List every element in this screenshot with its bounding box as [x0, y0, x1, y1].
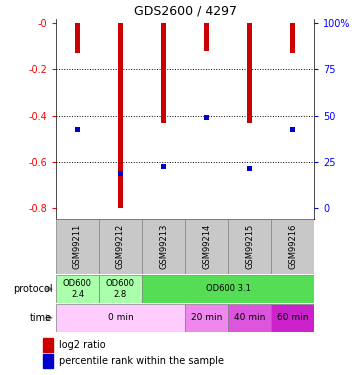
- Bar: [142, 275, 314, 303]
- Bar: [142, 219, 185, 274]
- Text: GSM99212: GSM99212: [116, 224, 125, 269]
- Text: GSM99215: GSM99215: [245, 224, 254, 269]
- Text: protocol: protocol: [13, 284, 52, 294]
- Bar: [290, 23, 295, 53]
- Bar: [161, 164, 166, 169]
- Bar: [56, 304, 185, 332]
- Text: time: time: [30, 313, 52, 323]
- Bar: [228, 219, 271, 274]
- Text: GSM99213: GSM99213: [159, 224, 168, 269]
- Bar: [118, 23, 123, 208]
- Text: GSM99216: GSM99216: [288, 224, 297, 269]
- Bar: [118, 171, 123, 176]
- Bar: [204, 116, 209, 120]
- Bar: [43, 338, 53, 352]
- Bar: [56, 219, 99, 274]
- Bar: [161, 23, 166, 123]
- Text: GSM99214: GSM99214: [202, 224, 211, 269]
- Bar: [43, 354, 53, 368]
- Bar: [75, 127, 80, 132]
- Text: GSM99211: GSM99211: [73, 224, 82, 269]
- Bar: [99, 219, 142, 274]
- Bar: [271, 219, 314, 274]
- Text: 60 min: 60 min: [277, 314, 308, 322]
- Bar: [290, 127, 295, 132]
- Bar: [247, 166, 252, 171]
- Text: OD600
2.4: OD600 2.4: [63, 279, 92, 298]
- Bar: [99, 275, 142, 303]
- Text: OD600 3.1: OD600 3.1: [206, 284, 251, 293]
- Text: 40 min: 40 min: [234, 314, 265, 322]
- Bar: [271, 304, 314, 332]
- Bar: [75, 23, 80, 53]
- Text: 0 min: 0 min: [108, 314, 133, 322]
- Bar: [185, 304, 228, 332]
- Text: percentile rank within the sample: percentile rank within the sample: [58, 356, 223, 366]
- Bar: [185, 219, 228, 274]
- Bar: [247, 23, 252, 123]
- Bar: [56, 275, 99, 303]
- Bar: [204, 23, 209, 51]
- Text: 20 min: 20 min: [191, 314, 222, 322]
- Bar: [228, 304, 271, 332]
- Title: GDS2600 / 4297: GDS2600 / 4297: [134, 4, 236, 18]
- Text: log2 ratio: log2 ratio: [58, 340, 105, 350]
- Text: OD600
2.8: OD600 2.8: [106, 279, 135, 298]
